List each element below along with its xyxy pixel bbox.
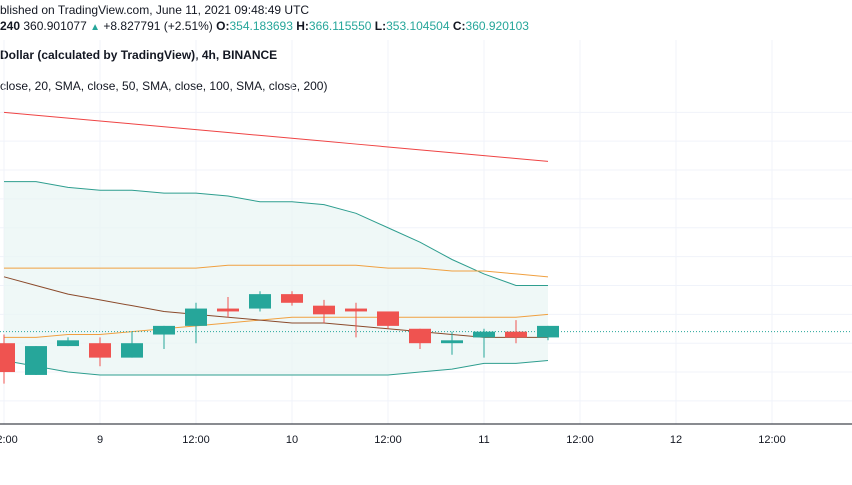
last-price: 360.901077 <box>23 19 87 33</box>
candle-body <box>377 311 399 326</box>
candle <box>281 291 303 306</box>
candle <box>0 334 15 384</box>
ohlc-high-label: H: <box>296 19 309 33</box>
candle-body <box>57 340 79 347</box>
bollinger-lower-line <box>3 360 549 376</box>
candle-body <box>473 331 495 338</box>
candle <box>89 337 111 367</box>
sma-200-line <box>3 111 549 162</box>
candle-body <box>185 308 207 326</box>
change-up-icon: ▲ <box>90 22 101 33</box>
candle <box>441 331 463 355</box>
ohlc-low-value: 353.104504 <box>386 19 450 33</box>
candle <box>249 291 271 312</box>
sma-100-line <box>3 276 548 338</box>
candle <box>185 302 207 344</box>
candle-body <box>0 343 15 373</box>
candle <box>217 297 239 318</box>
candle <box>537 325 559 341</box>
candle-body <box>25 346 47 375</box>
indicator-text: close, 20, SMA, close, 50, SMA, close, 1… <box>0 79 328 93</box>
ohlc-close-label: C: <box>452 19 466 33</box>
candle-body <box>345 308 367 312</box>
x-tick-label: 10 <box>286 434 298 446</box>
candle <box>57 337 79 347</box>
ohlc-high-value: 366.115550 <box>308 19 372 33</box>
candle <box>409 328 431 349</box>
price-summary: 240 360.901077 ▲ +8.827791 (+2.51%) O:35… <box>0 19 529 33</box>
candle-body <box>537 325 559 338</box>
candle-body <box>441 340 463 344</box>
candle <box>377 311 399 329</box>
candle <box>25 346 47 375</box>
x-tick-label: 12:00 <box>374 434 402 446</box>
published-info: blished on TradingView.com, June 11, 202… <box>0 3 309 17</box>
x-tick-label: 12:00 <box>0 434 18 446</box>
x-tick-label: 12:00 <box>182 434 210 446</box>
sma-50-line <box>4 313 549 338</box>
bollinger-basis-line <box>4 264 549 278</box>
candle-body <box>505 331 527 338</box>
indicator-legend[interactable]: close, 20, SMA, close, 50, SMA, close, 1… <box>0 79 327 93</box>
ohlc-close-value: 360.920103 <box>465 19 529 33</box>
bollinger-upper-line <box>4 181 548 286</box>
symbol-prefix: 240 <box>0 19 21 33</box>
instrument-text: Dollar (calculated by TradingView), 4h, … <box>0 48 278 62</box>
candle-body <box>409 328 431 344</box>
x-axis-labels: 12:00 9 12:00 10 12:00 11 12:00 12 12:00 <box>0 434 786 446</box>
ohlc-low-label: L: <box>374 19 387 33</box>
x-tick-label: 12:00 <box>758 434 786 446</box>
price-change: +8.827791 (+2.51%) <box>103 19 213 33</box>
x-tick-label: 9 <box>97 434 103 446</box>
candle-body <box>313 305 335 315</box>
candle-body <box>121 343 143 358</box>
bollinger-band-fill <box>4 181 548 375</box>
candle <box>473 328 495 358</box>
x-tick-label: 11 <box>478 434 489 446</box>
instrument-title: Dollar (calculated by TradingView), 4h, … <box>0 48 277 62</box>
published-text: blished on TradingView.com, June 11, 202… <box>0 3 310 17</box>
candle <box>505 320 527 344</box>
candle-body <box>281 294 303 303</box>
candle <box>345 302 367 338</box>
candle <box>121 331 143 358</box>
ohlc-open-value: 354.183693 <box>229 19 293 33</box>
candles <box>0 291 559 384</box>
candle-body <box>153 325 175 335</box>
candle <box>313 299 335 323</box>
candle-body <box>217 308 239 312</box>
x-tick-label: 12:00 <box>566 434 594 446</box>
candle <box>153 325 175 349</box>
candle-body <box>249 294 271 309</box>
ohlc-open-label: O: <box>216 19 230 33</box>
x-tick-label: 12 <box>670 434 682 446</box>
candle-body <box>89 343 111 358</box>
